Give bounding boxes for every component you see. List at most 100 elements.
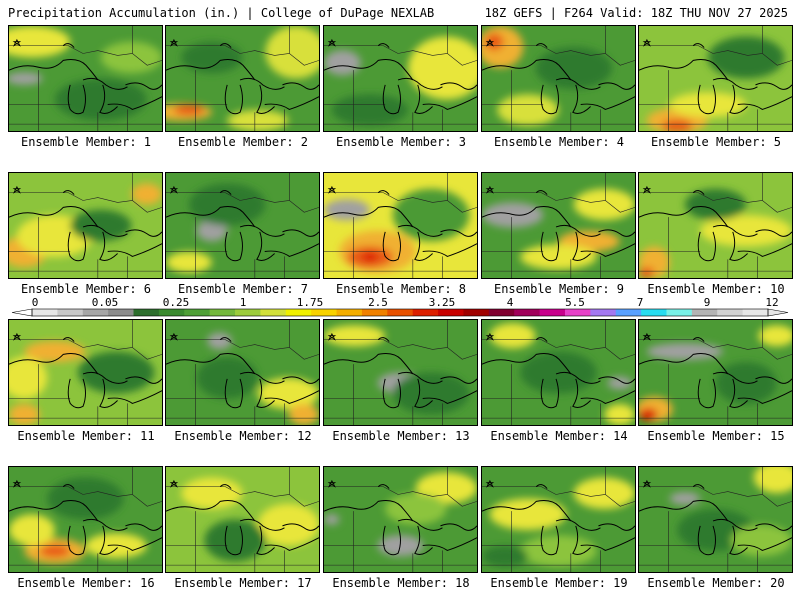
great-lakes-coastline bbox=[107, 96, 162, 110]
precip-contour-area bbox=[257, 503, 319, 546]
precip-contour-area bbox=[324, 50, 361, 76]
state-border-line bbox=[289, 26, 319, 66]
state-border-line bbox=[762, 173, 792, 213]
map-marker-icon bbox=[485, 38, 495, 47]
great-lakes-coastline bbox=[540, 84, 559, 115]
great-lakes-coastline bbox=[580, 537, 635, 551]
great-lakes-coastline bbox=[82, 518, 128, 531]
state-border-line bbox=[166, 486, 290, 497]
map-marker-icon bbox=[327, 332, 337, 341]
state-border-line bbox=[605, 26, 635, 66]
precipitation-colorbar: 0 0.05 0.25 1 1.75 2.5 3.25 4 5.5 7 9 12 bbox=[10, 295, 790, 325]
precipitation-map bbox=[482, 173, 635, 278]
precip-contour-area bbox=[573, 477, 635, 509]
precip-contour-area bbox=[173, 104, 205, 116]
precip-contour-area bbox=[85, 533, 147, 559]
great-lakes-coastline bbox=[107, 390, 162, 404]
precip-contour-area bbox=[730, 524, 792, 557]
state-border-line bbox=[324, 339, 448, 350]
ensemble-member-label: Ensemble Member: 5 bbox=[650, 135, 782, 149]
precip-contour-area bbox=[489, 323, 536, 349]
great-lakes-coastline bbox=[82, 224, 128, 237]
ensemble-member-label: Ensemble Member: 8 bbox=[335, 282, 467, 296]
great-lakes-coastline bbox=[239, 224, 285, 237]
state-border-line bbox=[639, 339, 763, 350]
great-lakes-coastline bbox=[219, 190, 232, 195]
state-border-line bbox=[447, 26, 477, 66]
precip-contour-area bbox=[684, 188, 747, 221]
precipitation-map bbox=[639, 467, 792, 572]
great-lakes-coastline bbox=[166, 59, 256, 81]
colorbar-swatch bbox=[412, 309, 439, 316]
precip-contour-area bbox=[9, 356, 48, 399]
great-lakes-coastline bbox=[737, 243, 792, 257]
great-lakes-coastline bbox=[99, 525, 118, 555]
precip-contour-area bbox=[489, 498, 567, 530]
great-lakes-coastline bbox=[572, 84, 591, 114]
colorbar-swatch bbox=[32, 309, 58, 316]
ensemble-member-label: Ensemble Member: 12 bbox=[174, 429, 312, 443]
great-lakes-coastline bbox=[9, 206, 99, 228]
precipitation-map bbox=[166, 467, 319, 572]
model-run-info: 18Z GEFS | F264 Valid: 18Z THU NOV 27 20… bbox=[484, 6, 788, 20]
colorbar-swatch bbox=[463, 309, 490, 316]
great-lakes-coastline bbox=[224, 231, 243, 262]
precipitation-map bbox=[639, 26, 792, 131]
colorbar-swatch bbox=[539, 309, 566, 316]
great-lakes-coastline bbox=[166, 206, 256, 228]
great-lakes-coastline bbox=[219, 484, 232, 489]
precip-contour-area bbox=[166, 251, 212, 273]
great-lakes-coastline bbox=[422, 390, 477, 404]
great-lakes-coastline bbox=[67, 378, 86, 409]
colorbar-swatch bbox=[488, 309, 515, 316]
great-lakes-coastline bbox=[264, 390, 319, 404]
precip-contour-area bbox=[207, 332, 232, 350]
ensemble-map-panel bbox=[638, 172, 793, 279]
great-lakes-coastline bbox=[414, 378, 433, 408]
map-marker-icon bbox=[169, 185, 179, 194]
great-lakes-coastline bbox=[264, 243, 319, 257]
precipitation-map bbox=[639, 320, 792, 425]
great-lakes-coastline bbox=[125, 229, 162, 237]
precip-contour-area bbox=[47, 477, 124, 520]
great-lakes-coastline bbox=[397, 518, 443, 531]
map-marker-icon bbox=[642, 332, 652, 341]
great-lakes-coastline bbox=[256, 378, 275, 408]
great-lakes-coastline bbox=[264, 537, 319, 551]
precip-contour-area bbox=[331, 94, 409, 126]
ensemble-member-label: Ensemble Member: 7 bbox=[177, 282, 309, 296]
great-lakes-coastline bbox=[67, 525, 86, 556]
precip-contour-area bbox=[70, 209, 132, 242]
map-marker-icon bbox=[642, 479, 652, 488]
great-lakes-coastline bbox=[598, 523, 635, 531]
state-border-line bbox=[166, 45, 290, 56]
map-marker-icon bbox=[169, 479, 179, 488]
precip-contour-area bbox=[39, 544, 71, 558]
state-border-line bbox=[166, 339, 290, 350]
colorbar-tick-label: 2.5 bbox=[368, 296, 388, 309]
great-lakes-coastline bbox=[282, 82, 319, 90]
great-lakes-coastline bbox=[580, 96, 635, 110]
great-lakes-coastline bbox=[598, 376, 635, 384]
great-lakes-coastline bbox=[535, 190, 548, 195]
colorbar-tick-label: 7 bbox=[637, 296, 644, 309]
colorbar-tick-label: 0.25 bbox=[163, 296, 190, 309]
ensemble-member-label: Ensemble Member: 9 bbox=[493, 282, 625, 296]
great-lakes-coastline bbox=[422, 243, 477, 257]
precip-contour-area bbox=[392, 372, 470, 415]
colorbar-swatch bbox=[235, 309, 261, 316]
precip-contour-area bbox=[520, 351, 597, 394]
great-lakes-coastline bbox=[377, 337, 390, 342]
colorbar-swatch bbox=[311, 309, 338, 316]
ensemble-member-label: Ensemble Member: 11 bbox=[17, 429, 155, 443]
state-border-line bbox=[9, 486, 133, 497]
map-marker-icon bbox=[327, 38, 337, 47]
colorbar-tick-label: 9 bbox=[704, 296, 711, 309]
map-marker-icon bbox=[327, 479, 337, 488]
precipitation-map bbox=[324, 320, 477, 425]
colorbar-tick-label: 4 bbox=[507, 296, 514, 309]
ensemble-member-label: Ensemble Member: 10 bbox=[647, 282, 785, 296]
colorbar-tick-label: 1 bbox=[240, 296, 247, 309]
state-border-line bbox=[605, 320, 635, 360]
precip-contour-area bbox=[204, 519, 266, 562]
